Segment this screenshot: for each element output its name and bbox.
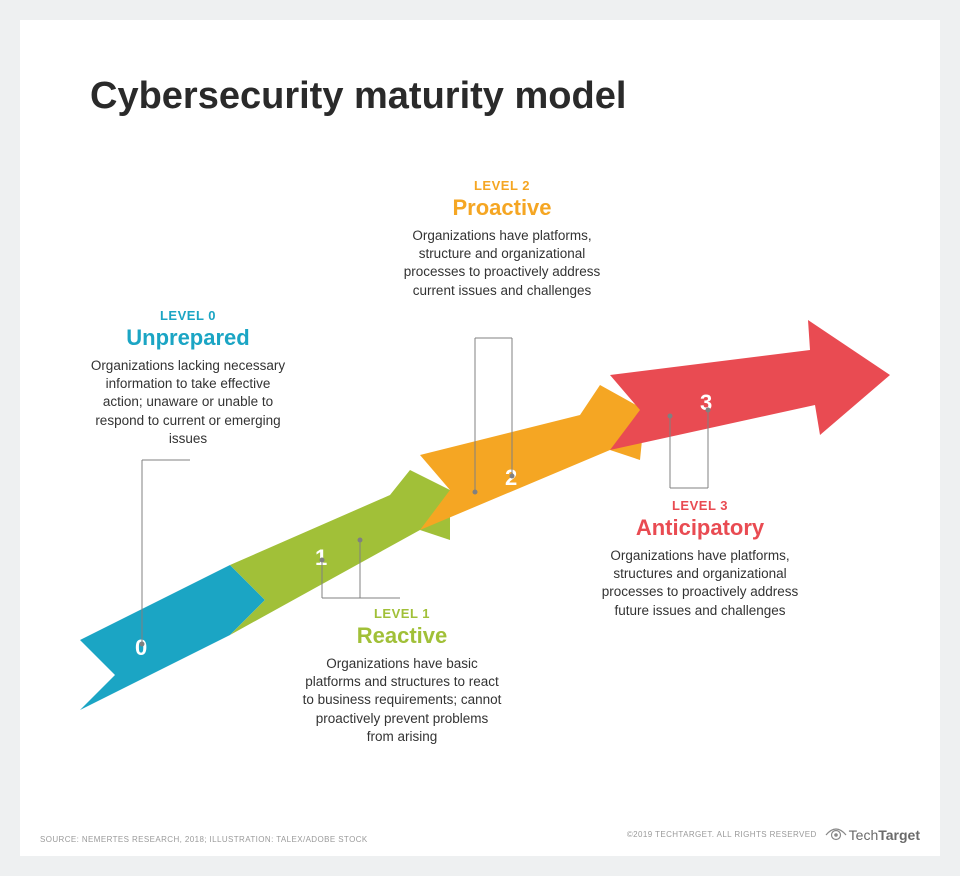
infographic-canvas: Cybersecurity maturity model 0 1 2 3 bbox=[20, 20, 940, 856]
level-name-0: Unprepared bbox=[88, 325, 288, 351]
level-block-0: LEVEL 0 Unprepared Organizations lacking… bbox=[88, 308, 288, 448]
level-label-1: LEVEL 1 bbox=[302, 606, 502, 621]
level-label-2: LEVEL 2 bbox=[402, 178, 602, 193]
level-desc-0: Organizations lacking necessary informat… bbox=[88, 357, 288, 448]
logo-text: TechTarget bbox=[849, 827, 920, 843]
level-desc-3: Organizations have platforms, structures… bbox=[600, 547, 800, 620]
level-name-3: Anticipatory bbox=[600, 515, 800, 541]
footer-copyright: ©2019 TECHTARGET. ALL RIGHTS RESERVED bbox=[627, 830, 817, 839]
outer-frame: Cybersecurity maturity model 0 1 2 3 bbox=[0, 0, 960, 876]
logo-eye-icon bbox=[825, 825, 847, 844]
level-desc-1: Organizations have basic platforms and s… bbox=[302, 655, 502, 746]
level-block-3: LEVEL 3 Anticipatory Organizations have … bbox=[600, 498, 800, 620]
arrow-level-0: 0 bbox=[80, 565, 265, 710]
level-block-2: LEVEL 2 Proactive Organizations have pla… bbox=[402, 178, 602, 300]
level-desc-2: Organizations have platforms, structure … bbox=[402, 227, 602, 300]
level-name-1: Reactive bbox=[302, 623, 502, 649]
footer-source: SOURCE: NEMERTES RESEARCH, 2018; ILLUSTR… bbox=[40, 835, 368, 844]
arrow-number-0: 0 bbox=[135, 635, 147, 660]
techtarget-logo: TechTarget bbox=[825, 825, 920, 844]
arrow-level-3: 3 bbox=[610, 320, 890, 450]
level-label-3: LEVEL 3 bbox=[600, 498, 800, 513]
level-block-1: LEVEL 1 Reactive Organizations have basi… bbox=[302, 606, 502, 746]
level-label-0: LEVEL 0 bbox=[88, 308, 288, 323]
arrow-number-1: 1 bbox=[315, 545, 327, 570]
footer-right: ©2019 TECHTARGET. ALL RIGHTS RESERVED Te… bbox=[627, 825, 920, 844]
level-name-2: Proactive bbox=[402, 195, 602, 221]
footer: SOURCE: NEMERTES RESEARCH, 2018; ILLUSTR… bbox=[40, 825, 920, 844]
